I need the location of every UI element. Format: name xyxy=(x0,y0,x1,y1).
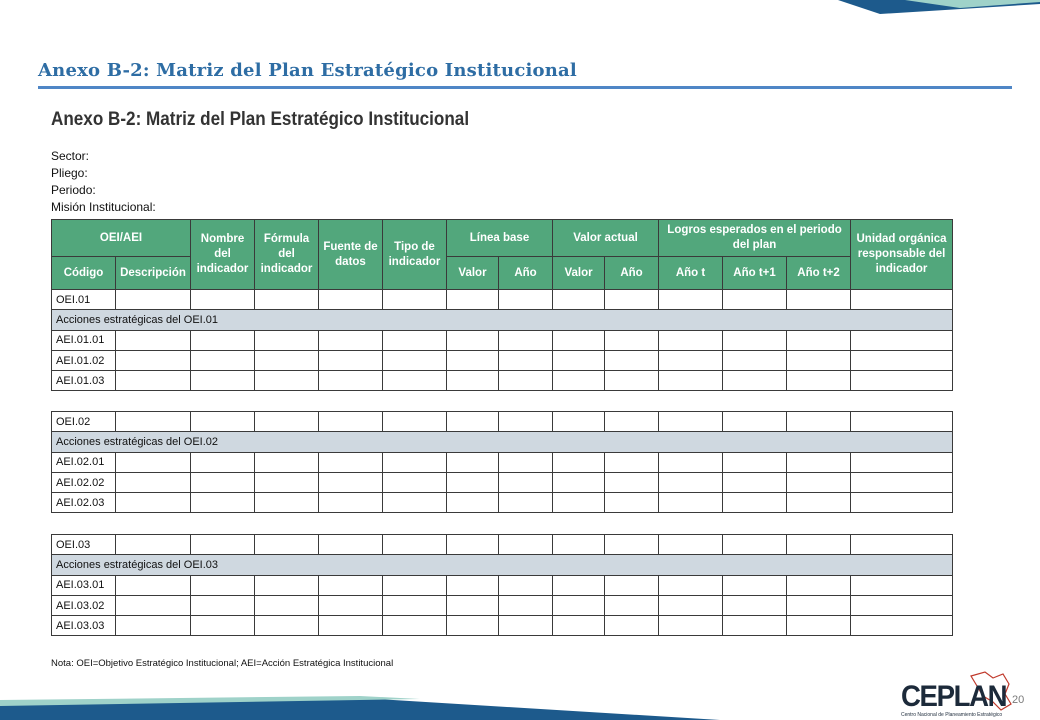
action-code: AEI.03.02 xyxy=(51,594,116,617)
document-note: Nota: OEI=Objetivo Estratégico Instituci… xyxy=(51,658,394,669)
header-linea-base: Línea base xyxy=(445,219,554,257)
document-fields: Sector: Pliego: Periodo: Misión Instituc… xyxy=(51,148,156,216)
header-oei-aei: OEI/AEI xyxy=(51,219,191,257)
header-fuente-datos: Fuente de datos xyxy=(318,219,383,290)
header-anio-t2: Año t+2 xyxy=(786,256,852,290)
actions-group-label: Acciones estratégicas del OEI.01 xyxy=(51,309,953,331)
slide-title: Anexo B-2: Matriz del Plan Estratégico I… xyxy=(38,60,577,81)
action-row: AEI.01.02 xyxy=(51,349,953,372)
action-row: AEI.03.02 xyxy=(51,594,953,617)
field-periodo: Periodo: xyxy=(51,183,96,197)
objective-row: OEI.03 xyxy=(51,533,953,556)
objective-block: OEI.03 Acciones estratégicas del OEI.03 … xyxy=(51,533,953,637)
header-descripcion: Descripción xyxy=(115,256,191,290)
objective-code: OEI.01 xyxy=(51,288,116,311)
actions-group-label: Acciones estratégicas del OEI.02 xyxy=(51,431,953,453)
action-row: AEI.02.02 xyxy=(51,471,953,494)
action-code: AEI.02.03 xyxy=(51,492,116,514)
header-valor-actual-anio: Año xyxy=(604,256,660,290)
page-number: 20 xyxy=(1012,694,1025,706)
action-row: AEI.01.03 xyxy=(51,370,953,392)
action-code: AEI.02.01 xyxy=(51,451,116,473)
action-row: AEI.02.03 xyxy=(51,492,953,514)
action-row: AEI.03.01 xyxy=(51,574,953,596)
objective-code: OEI.03 xyxy=(51,533,116,556)
actions-group-label: Acciones estratégicas del OEI.03 xyxy=(51,554,953,576)
header-anio-t1: Año t+1 xyxy=(722,256,788,290)
logo-subtitle: Centro Nacional de Planeamiento Estratég… xyxy=(901,712,1003,718)
actions-group-row: Acciones estratégicas del OEI.02 xyxy=(51,431,953,453)
header-valor-actual: Valor actual xyxy=(552,219,660,257)
bottom-decoration xyxy=(0,696,720,720)
header-valor-actual-valor: Valor xyxy=(552,256,606,290)
objective-block: OEI.02 Acciones estratégicas del OEI.02 … xyxy=(51,410,953,514)
objective-row: OEI.01 xyxy=(51,288,953,311)
objective-code: OEI.02 xyxy=(51,410,116,433)
action-row: AEI.03.03 xyxy=(51,615,953,637)
peru-map-icon xyxy=(970,671,1012,711)
logo-wordmark: CEPLAN xyxy=(901,680,1008,713)
action-code: AEI.02.02 xyxy=(51,471,116,494)
header-linea-base-valor: Valor xyxy=(446,256,499,290)
header-formula-indicador: Fórmula del indicador xyxy=(254,219,319,290)
header-nombre-indicador: Nombre del indicador xyxy=(190,219,255,290)
header-codigo: Código xyxy=(51,256,116,290)
action-code: AEI.01.01 xyxy=(51,329,116,351)
action-code: AEI.01.02 xyxy=(51,349,116,372)
field-mision: Misión Institucional: xyxy=(51,200,156,214)
header-linea-base-anio: Año xyxy=(497,256,554,290)
action-code: AEI.03.03 xyxy=(51,615,116,637)
action-row: AEI.02.01 xyxy=(51,451,953,473)
header-tipo-indicador: Tipo de indicador xyxy=(382,219,447,290)
header-unidad-organica: Unidad orgánica responsable del indicado… xyxy=(850,219,954,290)
field-pliego: Pliego: xyxy=(51,166,88,180)
top-decoration xyxy=(838,0,1040,14)
objective-block: OEI.01 Acciones estratégicas del OEI.01 … xyxy=(51,288,953,392)
action-row: AEI.01.01 xyxy=(51,329,953,351)
action-code: AEI.03.01 xyxy=(51,574,116,596)
objective-row: OEI.02 xyxy=(51,410,953,433)
title-underline xyxy=(38,86,1012,89)
header-anio-t: Año t xyxy=(658,256,724,290)
ceplan-logo: CEPLAN Centro Nacional de Planeamiento E… xyxy=(897,668,1017,720)
actions-group-row: Acciones estratégicas del OEI.01 xyxy=(51,309,953,331)
matrix-header: OEI/AEI Nombre del indicador Fórmula del… xyxy=(51,219,954,290)
action-code: AEI.01.03 xyxy=(51,370,116,392)
document-title: Anexo B-2: Matriz del Plan Estratégico I… xyxy=(51,109,470,130)
field-sector: Sector: xyxy=(51,149,90,163)
actions-group-row: Acciones estratégicas del OEI.03 xyxy=(51,554,953,576)
header-logros: Logros esperados en el periodo del plan xyxy=(658,219,852,257)
